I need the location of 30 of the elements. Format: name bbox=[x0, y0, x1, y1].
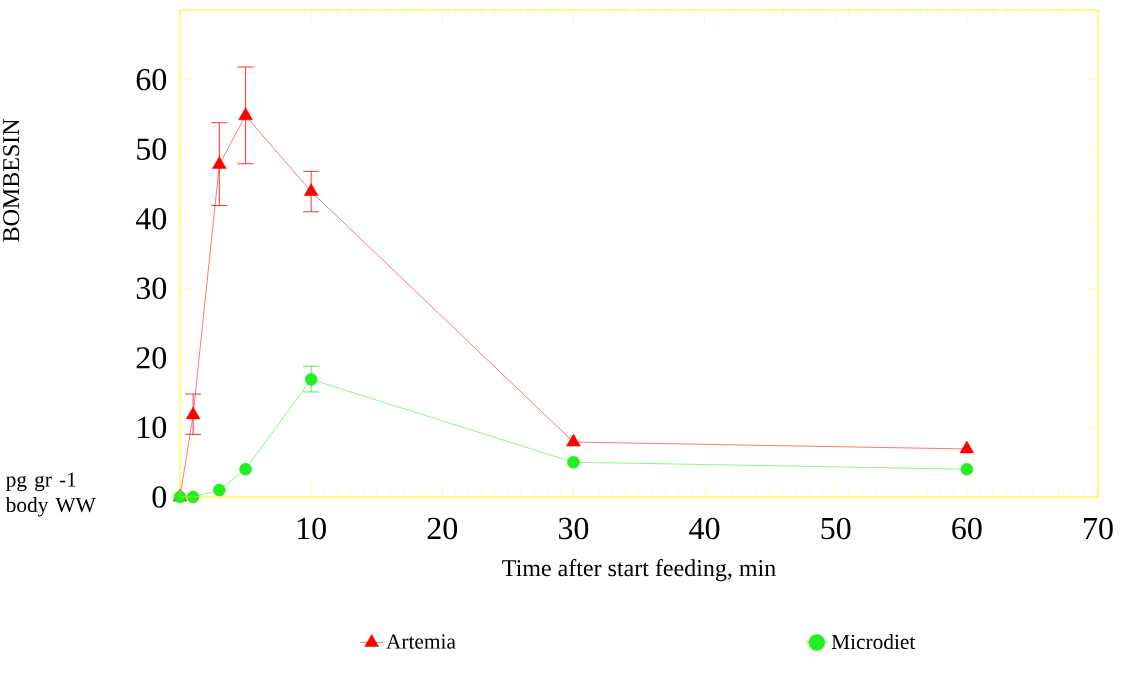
y-tick-label: 40 bbox=[135, 207, 167, 230]
x-axis-title: Time after start feeding, min bbox=[502, 559, 776, 582]
legend-label: Microdiet bbox=[831, 634, 916, 650]
point bbox=[212, 156, 227, 169]
y-tick-label: 10 bbox=[138, 416, 167, 439]
y-tick-label: 30 bbox=[136, 277, 167, 300]
point bbox=[239, 462, 252, 476]
y-tick-label: 50 bbox=[137, 138, 167, 160]
point bbox=[959, 440, 975, 454]
x-tick-label: 60 bbox=[952, 517, 982, 540]
y-axis-title: BOMBESIN bbox=[3, 118, 20, 242]
x-tick-label: 10 bbox=[297, 517, 326, 540]
y-tick-label: 0 bbox=[152, 486, 167, 508]
text: pg gr -1 body WW bbox=[5, 472, 96, 517]
y-tick-label: 60 bbox=[136, 68, 167, 91]
x-tick-label: 30 bbox=[558, 517, 589, 540]
x-tick-label: 70 bbox=[1084, 517, 1113, 540]
point bbox=[238, 107, 253, 121]
point bbox=[213, 483, 226, 497]
x-tick-label: 40 bbox=[689, 517, 720, 540]
point bbox=[185, 406, 201, 420]
point bbox=[303, 183, 319, 196]
x-tick-label: 20 bbox=[427, 517, 458, 540]
point bbox=[566, 433, 581, 447]
point bbox=[567, 455, 580, 469]
point bbox=[304, 373, 318, 386]
y-tick-label: 20 bbox=[136, 347, 167, 369]
legend-label: Artemia bbox=[386, 634, 456, 649]
point bbox=[960, 462, 974, 476]
x-tick-label: 50 bbox=[821, 517, 851, 540]
